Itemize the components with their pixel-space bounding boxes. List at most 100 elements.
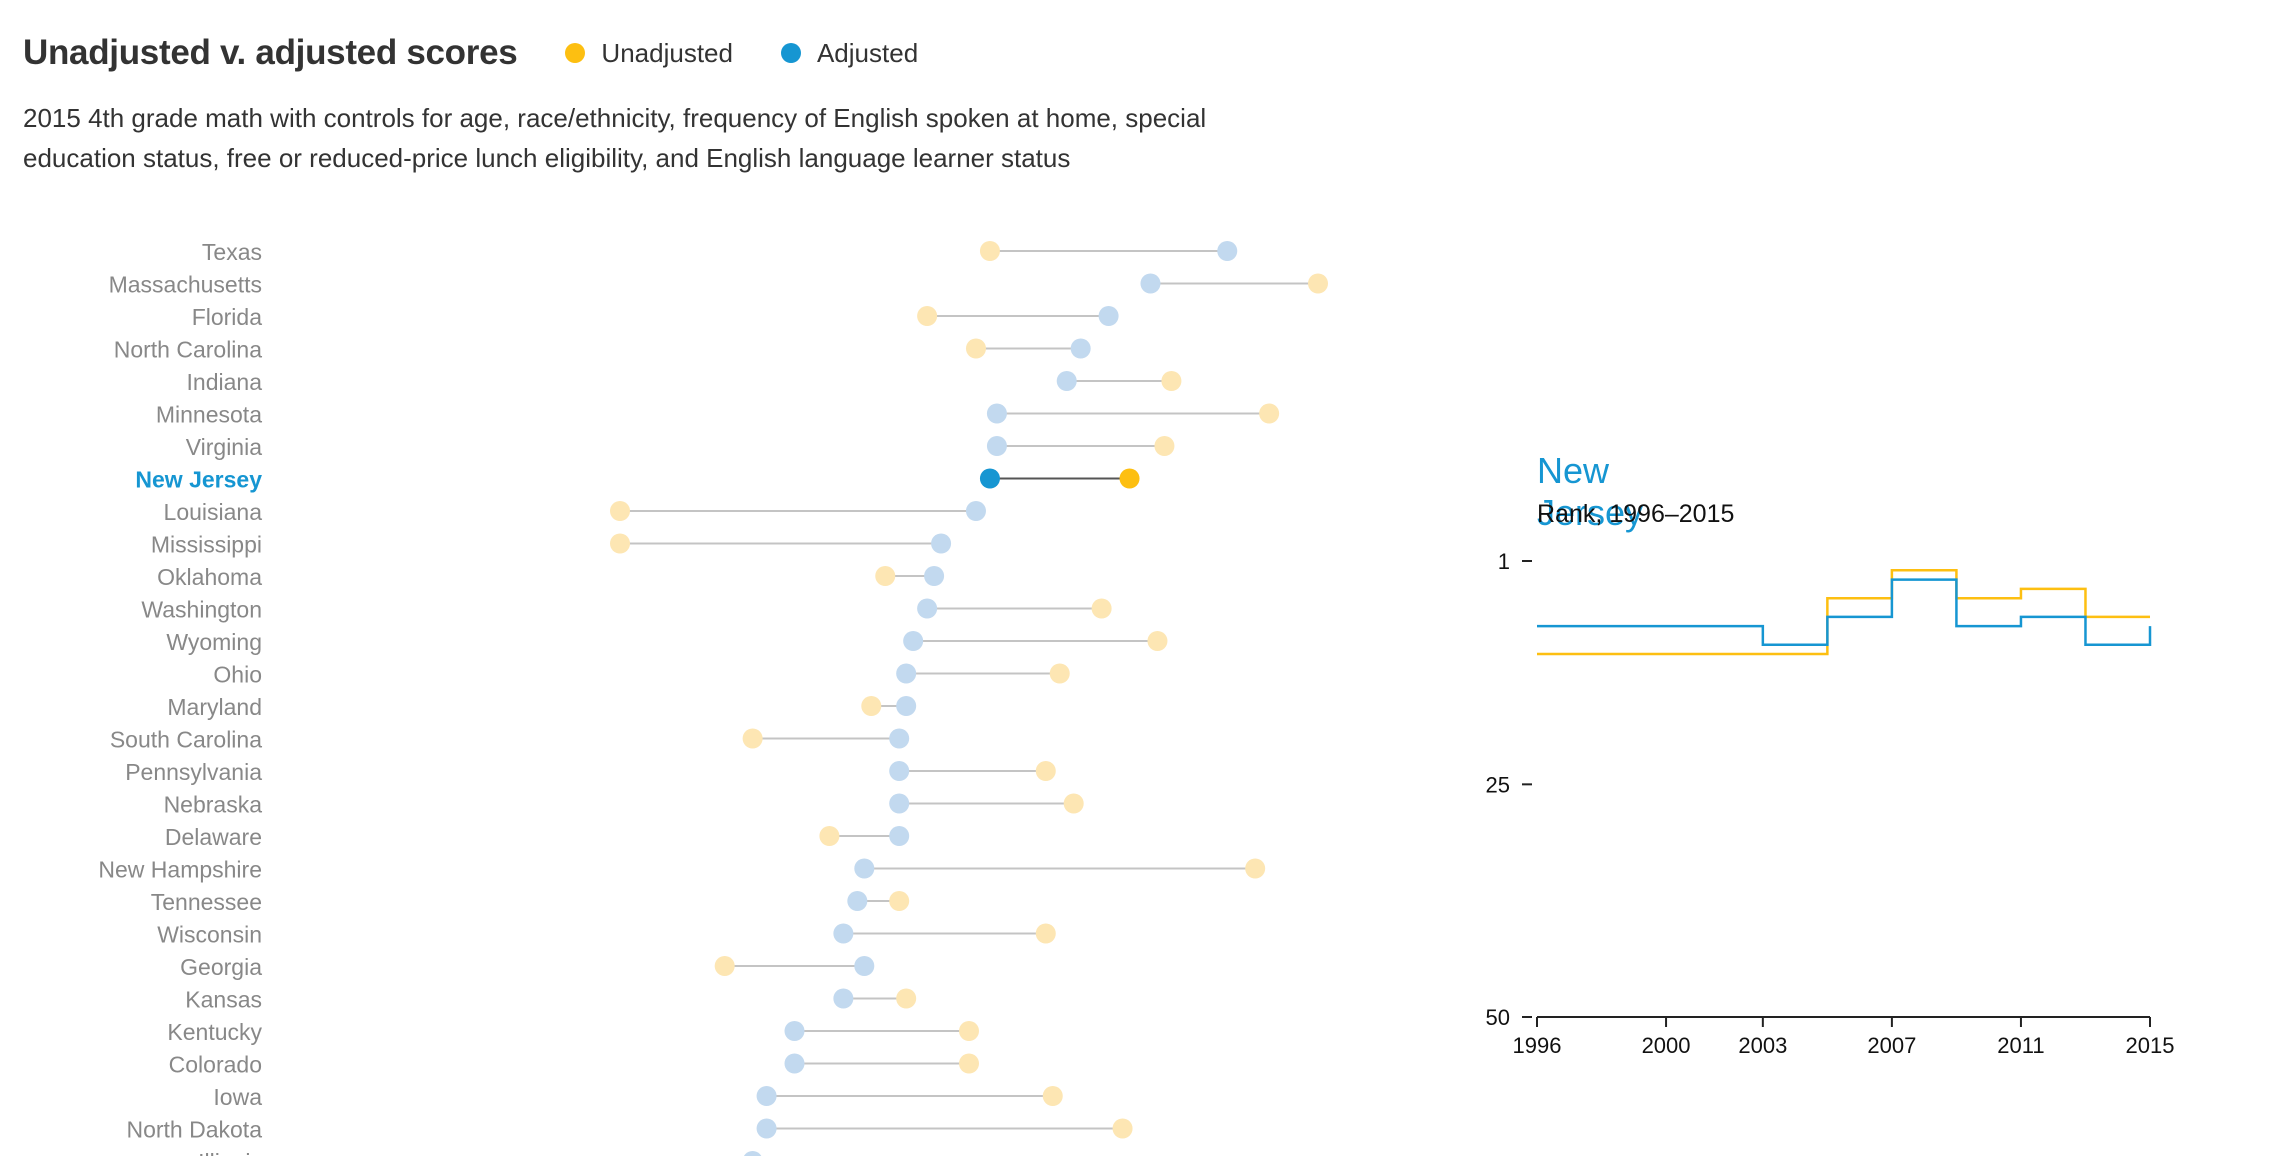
adjusted-point-nebraska [889, 793, 910, 814]
adjusted-point-mississippi [931, 533, 952, 554]
unadjusted-point-indiana [1161, 371, 1182, 391]
y-tick-label-25: 25 [1486, 772, 1510, 797]
unadjusted-point-georgia [714, 956, 735, 976]
unadjusted-point-tennessee [889, 891, 910, 911]
state-label-new-jersey: New Jersey [135, 467, 262, 493]
state-label-nebraska: Nebraska [164, 792, 263, 818]
unadjusted-point-north-dakota [1112, 1118, 1133, 1139]
state-label-massachusetts: Massachusetts [109, 272, 262, 298]
state-label-louisiana: Louisiana [164, 499, 263, 525]
state-label-minnesota: Minnesota [156, 402, 262, 428]
unadjusted-point-iowa [1042, 1086, 1063, 1106]
adjusted-point-wyoming [903, 631, 924, 651]
state-label-georgia: Georgia [180, 954, 262, 980]
adjusted-point-pennsylvania [889, 761, 910, 781]
unadjusted-point-ohio [1049, 663, 1070, 684]
x-tick-label-2015: 2015 [2126, 1033, 2175, 1058]
unadjusted-point-wisconsin [1035, 923, 1056, 944]
legend-dot-adjusted [780, 43, 801, 63]
adjusted-point-south-carolina [889, 728, 910, 749]
state-label-ohio: Ohio [213, 662, 262, 688]
adjusted-point-delaware [889, 826, 910, 846]
adjusted-point-illinois [743, 1151, 762, 1156]
adjusted-point-washington [917, 598, 938, 619]
unadjusted-point-new-jersey [1119, 468, 1140, 489]
state-label-tennessee: Tennessee [151, 889, 262, 915]
state-label-delaware: Delaware [165, 824, 262, 850]
x-tick-label-2007: 2007 [1867, 1033, 1916, 1058]
legend-dot-unadjusted [565, 43, 586, 63]
adjusted-point-iowa [756, 1086, 777, 1106]
rank-chart-title: New Jersey [1537, 450, 1644, 533]
unadjusted-point-new-hampshire [1245, 858, 1266, 879]
adjusted-point-indiana [1056, 371, 1077, 391]
adjusted-point-florida [1098, 306, 1119, 326]
adjusted-point-tennessee [847, 891, 868, 911]
state-label-south-carolina: South Carolina [110, 727, 262, 753]
legend-item-adjusted: Adjusted [780, 37, 919, 69]
state-label-pennsylvania: Pennsylvania [125, 759, 262, 785]
x-tick-label-2000: 2000 [1642, 1033, 1691, 1058]
x-tick-label-1996: 1996 [1513, 1033, 1562, 1058]
unadjusted-point-nebraska [1063, 793, 1084, 814]
state-label-colorado: Colorado [169, 1052, 262, 1078]
state-label-kentucky: Kentucky [167, 1019, 262, 1045]
adjusted-point-maryland [896, 696, 917, 716]
unadjusted-point-maryland [861, 696, 882, 716]
unadjusted-point-pennsylvania [1035, 761, 1056, 781]
adjusted-point-kentucky [784, 1021, 805, 1041]
unadjusted-point-kansas [896, 988, 917, 1009]
state-label-mississippi: Mississippi [151, 532, 262, 558]
unadjusted-point-delaware [819, 826, 840, 846]
unadjusted-point-colorado [959, 1053, 979, 1074]
adjusted-point-north-dakota [756, 1118, 777, 1139]
adjusted-point-ohio [896, 663, 917, 684]
state-label-maryland: Maryland [167, 694, 262, 720]
state-label-new-hampshire: New Hampshire [98, 857, 262, 883]
state-label-texas: Texas [202, 239, 262, 265]
state-label-florida: Florida [192, 304, 263, 330]
y-tick-label-50: 50 [1486, 1005, 1510, 1030]
legend-label-adjusted: Adjusted [816, 37, 919, 68]
unadjusted-point-minnesota [1259, 403, 1280, 424]
unadjusted-point-texas [979, 241, 1000, 261]
unadjusted-point-washington [1091, 598, 1112, 619]
x-tick-label-2011: 2011 [1997, 1033, 2044, 1058]
unadjusted-point-mississippi [610, 533, 630, 554]
unadjusted-point-virginia [1154, 436, 1175, 456]
chart-subtitle: 2015 4th grade math with controls for ag… [23, 103, 1207, 173]
state-label-wyoming: Wyoming [166, 629, 262, 655]
adjusted-point-massachusetts [1140, 273, 1161, 294]
unadjusted-point-massachusetts [1308, 273, 1328, 294]
rank-chart-subtitle: Rank, 1996–2015 [1537, 500, 1735, 528]
y-tick-label-1: 1 [1498, 549, 1510, 574]
legend-item-unadjusted: Unadjusted [565, 38, 733, 69]
adjusted-point-oklahoma [924, 566, 945, 586]
adjusted-point-colorado [784, 1053, 805, 1074]
unadjusted-point-wyoming [1147, 631, 1168, 651]
adjusted-point-north-carolina [1070, 338, 1091, 359]
unadjusted-point-oklahoma [875, 566, 896, 586]
state-label-washington: Washington [141, 597, 262, 623]
state-label-wisconsin: Wisconsin [157, 922, 262, 948]
state-label-oklahoma: Oklahoma [157, 564, 262, 590]
state-label-north-dakota: North Dakota [126, 1117, 262, 1143]
state-label-kansas: Kansas [185, 987, 262, 1013]
adjusted-point-virginia [986, 436, 1007, 456]
adjusted-point-minnesota [986, 403, 1007, 424]
adjusted-point-texas [1217, 241, 1238, 261]
dumbbell-chart: Texas Massachusetts Florida North Carolina I… [98, 239, 1328, 1156]
state-label-indiana: Indiana [187, 369, 263, 395]
rank-series-adjusted [1537, 578, 2152, 647]
state-label-iowa: Iowa [213, 1084, 262, 1110]
adjusted-point-new-jersey [979, 468, 1000, 489]
adjusted-point-kansas [833, 988, 854, 1009]
adjusted-point-georgia [854, 956, 875, 976]
state-label-virginia: Virginia [186, 434, 262, 460]
x-tick-label-2003: 2003 [1738, 1033, 1787, 1058]
title-row: Unadjusted v. adjusted scores Unadjusted… [23, 28, 1423, 78]
chart-title: Unadjusted v. adjusted scores [23, 33, 518, 72]
unadjusted-point-south-carolina [742, 728, 763, 749]
adjusted-point-louisiana [965, 501, 986, 521]
